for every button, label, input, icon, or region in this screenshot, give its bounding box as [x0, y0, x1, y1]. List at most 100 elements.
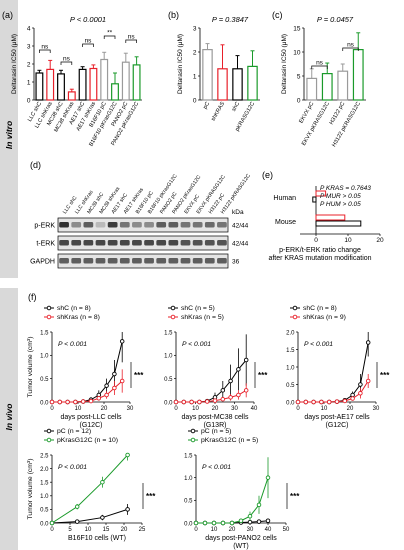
- blot-band: [192, 240, 203, 246]
- panel-e-category-label: Mouse: [275, 219, 296, 226]
- panel-c-bar: [352, 48, 364, 101]
- growth-plot-4-ytick-label: 1.0: [40, 494, 49, 500]
- growth-plot-5-xlabel: days post-PANO2 cells: [205, 535, 277, 542]
- growth-plot-1-data-point: [104, 392, 109, 398]
- blot-band: [168, 240, 179, 246]
- growth-plot-5-data-point: [247, 513, 253, 519]
- growth-plot-5-xtick-label: 30: [247, 527, 254, 533]
- panel-c-bar: [337, 70, 349, 101]
- panel-b-ytick-label: 0: [193, 97, 197, 104]
- panel-a-sig: ns: [63, 56, 71, 63]
- growth-plot-2-legend-label: shC (n = 5): [181, 305, 215, 312]
- growth-plot-3-ytick-label: 1.0: [286, 365, 295, 371]
- panel-a-bar: [89, 67, 98, 101]
- panel-a-pvalue: P < 0.0001: [70, 15, 106, 24]
- panel-a-sig: ns: [41, 44, 49, 51]
- panel-c-sig: ns: [347, 42, 355, 49]
- blot-row-label: t-ERK: [36, 241, 55, 248]
- blot-band: [204, 222, 215, 228]
- growth-plot-2-data-point: [243, 357, 249, 363]
- growth-plot-5-xtick-label: 40: [265, 527, 272, 533]
- panel-c-ytick-label: 5: [297, 73, 301, 80]
- growth-plot-3-legend-marker: [292, 305, 298, 311]
- growth-plot-3-legend-label: shKras (n = 9): [303, 314, 346, 321]
- panel-e-stat: P HUM > 0.05: [320, 201, 361, 208]
- growth-plot-2-data-point: [220, 388, 226, 393]
- panel-e-xtick-label: 20: [376, 237, 384, 244]
- panel-e-category-label: Human: [273, 195, 296, 202]
- growth-plot-5-data-point: [202, 520, 208, 526]
- growth-plot-5-legend-marker: [190, 428, 196, 434]
- panel-c-sig-bracket: [342, 47, 359, 51]
- growth-plot-4-data-point: [74, 504, 80, 509]
- growth-plot-5-xtick-label: 0: [194, 527, 198, 533]
- panel-a-sig-bracket: [103, 35, 116, 39]
- growth-plot-5-pvalue: P < 0.001: [202, 464, 231, 471]
- growth-plot-4-pvalue: P < 0.001: [58, 464, 87, 471]
- blot-band: [144, 240, 154, 246]
- panel-a-sig-bracket: [60, 61, 73, 65]
- blot-band: [95, 258, 106, 264]
- growth-plot-4-data-point: [100, 479, 105, 485]
- panel-b-bar: [232, 68, 243, 101]
- growth-plot-1-xtick-label: 0: [50, 406, 54, 412]
- blot-band: [204, 240, 215, 246]
- panel-a-ytick-label: 1: [27, 79, 31, 86]
- panel-c-ytick-label: 0: [297, 97, 301, 104]
- growth-plot-2-stars: ***: [258, 371, 268, 380]
- blot-band: [156, 258, 167, 264]
- panel-c-category-label: EKVX pC: [298, 101, 315, 124]
- blot-band: [83, 258, 94, 264]
- growth-plot-4-legend-label: pKrasG12C (n = 10): [57, 437, 118, 444]
- growth-plot-3-data-point: [365, 340, 371, 345]
- panel-a-bar: [35, 72, 44, 101]
- growth-plot-2-data-point: [173, 399, 179, 405]
- blot-band: [217, 222, 227, 228]
- growth-plot-3-data-point: [303, 399, 309, 405]
- growth-plot-2-pvalue: P < 0.001: [182, 341, 211, 348]
- blot-band: [107, 258, 118, 264]
- blot-row-label: p-ERK: [34, 223, 55, 230]
- growth-plot-1-ytick-label: 1.5: [40, 330, 49, 336]
- panel-e-xtick-label: 10: [344, 237, 352, 244]
- panel-b-ytick-label: 3: [193, 25, 197, 32]
- panel-a-ylabel: Deltarasin IC50 (μM): [11, 34, 18, 94]
- growth-plot-4-data-point: [125, 507, 130, 512]
- panel-b-panel-label: (b): [168, 10, 179, 20]
- growth-plot-1-xlabel-sub: (G12C): [80, 422, 103, 429]
- blot-band: [192, 222, 203, 228]
- blot-size-label: 42/44: [232, 241, 249, 248]
- growth-plot-1-legend-marker: [46, 305, 52, 311]
- growth-plot-4-data-point: [49, 520, 55, 526]
- growth-plot-1-ytick-label: 0.5: [40, 377, 49, 383]
- in-vivo-band: [0, 288, 18, 550]
- growth-plot-4-ytick-label: 1.5: [40, 481, 49, 487]
- growth-plot-5-series-line: [196, 477, 269, 524]
- growth-plot-1-ylabel: Tumor volume (cm³): [27, 337, 34, 398]
- growth-plot-4-ytick-label: 2.0: [40, 467, 49, 473]
- growth-plot-1-data-point: [49, 399, 55, 405]
- growth-plot-1-xtick-label: 30: [127, 406, 134, 412]
- growth-plot-3-data-point: [326, 399, 332, 405]
- blot-size-label: 36: [232, 259, 240, 266]
- growth-plot-2-data-point: [220, 396, 226, 402]
- growth-plot-2-ytick-label: 0.0: [164, 400, 173, 406]
- panel-e-label: (e): [262, 170, 273, 180]
- growth-plot-1-legend-label: shC (n = 8): [57, 305, 91, 312]
- growth-plot-2-data-point: [228, 395, 233, 400]
- growth-plot-5-xlabel-sub: (WT): [233, 543, 249, 550]
- growth-plot-4-data-point: [125, 452, 130, 458]
- panel-c-sig-bracket: [311, 65, 328, 69]
- growth-plot-5-legend-label: pC (n = 5): [201, 428, 231, 435]
- growth-plot-2-series-line: [176, 389, 247, 403]
- growth-plot-4-xlabel: B16F10 cells (WT): [68, 535, 126, 542]
- growth-plot-4-legend-label: pC (n = 12): [57, 428, 91, 435]
- growth-plot-2-data-point: [197, 399, 202, 405]
- growth-plot-1-data-point: [112, 371, 117, 377]
- blot-band: [107, 240, 118, 246]
- growth-plot-5-data-point: [265, 518, 271, 523]
- panel-e-xlabel: p-ERK/t-ERK ratio change: [279, 247, 361, 254]
- growth-plot-3-ytick-label: 0.0: [286, 400, 295, 406]
- panel-c-panel-label: (c): [272, 10, 283, 20]
- growth-plot-3-data-point: [358, 382, 363, 387]
